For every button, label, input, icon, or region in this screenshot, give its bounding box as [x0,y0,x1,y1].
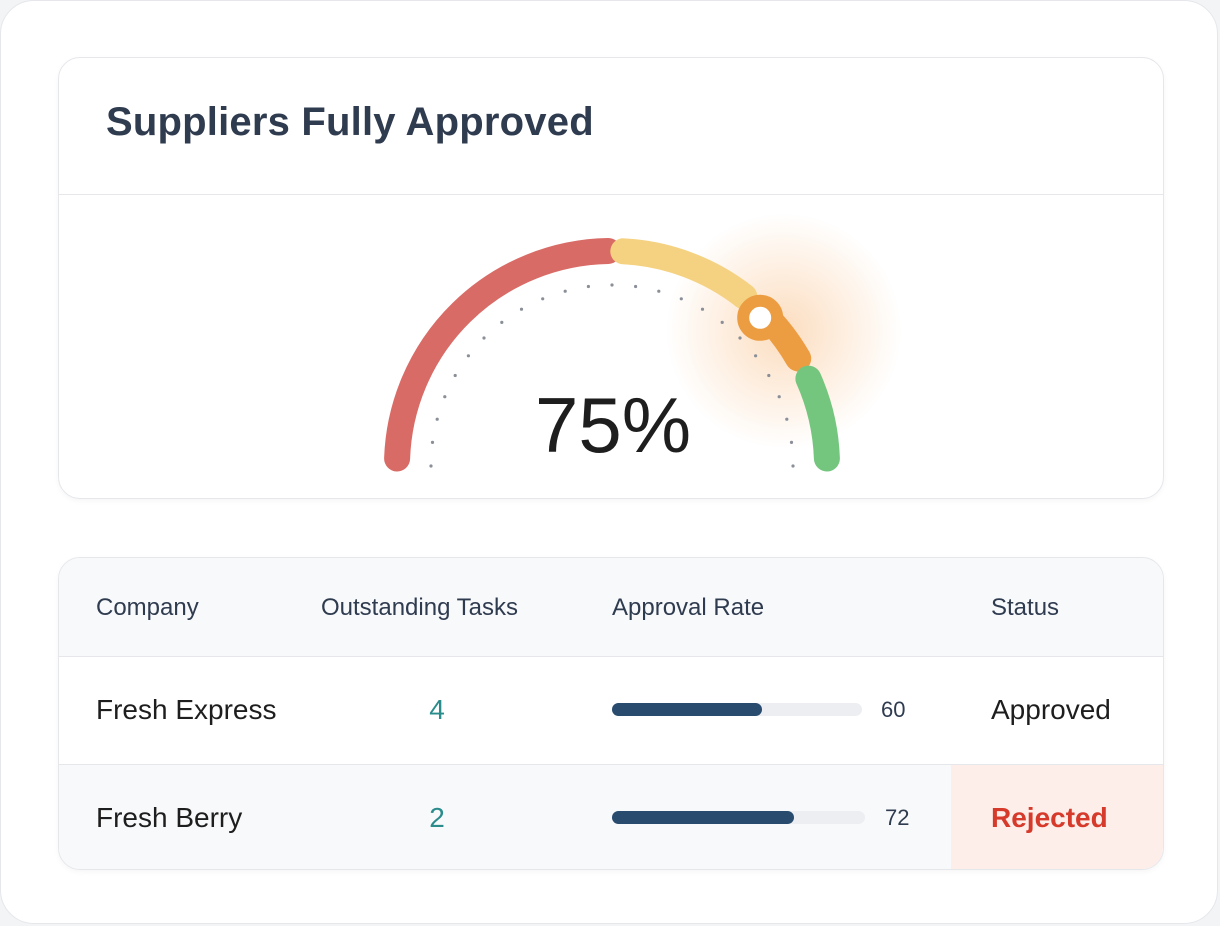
table-row[interactable]: Fresh Express 4 60 Approved [59,657,1163,765]
gauge-tick [435,417,439,421]
gauge-tick [679,297,683,301]
gauge-tick [777,395,781,399]
approval-rate-bar [612,811,865,824]
gauge-arc-green [795,365,840,472]
gauge-tick [430,440,435,444]
header-company[interactable]: Company [96,594,199,621]
gauge-tick [634,284,638,289]
gauge-chart [384,213,902,472]
gauge-ticks [429,283,795,468]
header-outstanding-tasks[interactable]: Outstanding Tasks [321,594,519,621]
gauge-tick [586,284,591,289]
table-header: Company Outstanding Tasks Approval Rate … [59,558,1163,657]
company-name: Fresh Berry [96,802,243,833]
gauge-card-header: Suppliers Fully Approved [59,58,1163,195]
header-status[interactable]: Status [991,594,1060,621]
gauge-tick [767,373,771,378]
gauge-tick [563,289,567,293]
gauge-tick [657,289,661,293]
gauge-tick [453,373,457,378]
status-badge: Approved [991,694,1111,725]
gauge-card: Suppliers Fully Approved 75% [58,57,1164,499]
gauge-arc-red [384,238,622,472]
gauge-tick [429,464,433,468]
gauge-tick [720,320,724,324]
outstanding-tasks-count: 4 [429,694,445,725]
supplier-table: Company Outstanding Tasks Approval Rate … [58,557,1164,870]
gauge-tick [500,320,504,324]
status-badge: Rejected [991,802,1108,833]
gauge-value: 75% [534,381,692,469]
gauge-tick [466,354,470,358]
gauge-tick [541,297,545,301]
gauge-tick [519,307,524,311]
gauge-tick [738,336,742,340]
approval-rate-value: 60 [881,697,906,722]
outstanding-tasks-count: 2 [429,802,445,833]
header-approval-rate[interactable]: Approval Rate [612,594,765,621]
gauge-tick [443,395,447,399]
approval-rate-value: 72 [885,805,910,830]
table-row[interactable]: Fresh Berry 2 72 Rejected [59,765,1163,869]
gauge-tick [785,417,789,421]
gauge-tick [610,283,614,287]
gauge-arc-yellow [610,238,758,310]
gauge-tick [482,336,486,340]
status-rejected-highlight [951,765,1163,869]
approval-rate-fill [612,703,762,716]
gauge-tick [789,440,794,444]
approval-rate-fill [612,811,795,824]
gauge-tick [791,464,795,468]
gauge-tick [754,354,758,358]
company-name: Fresh Express [96,694,277,725]
gauge-title: Suppliers Fully Approved [106,100,594,144]
gauge-pointer-knob[interactable] [737,294,784,341]
approval-rate-bar [612,703,862,716]
gauge-tick [700,307,705,311]
